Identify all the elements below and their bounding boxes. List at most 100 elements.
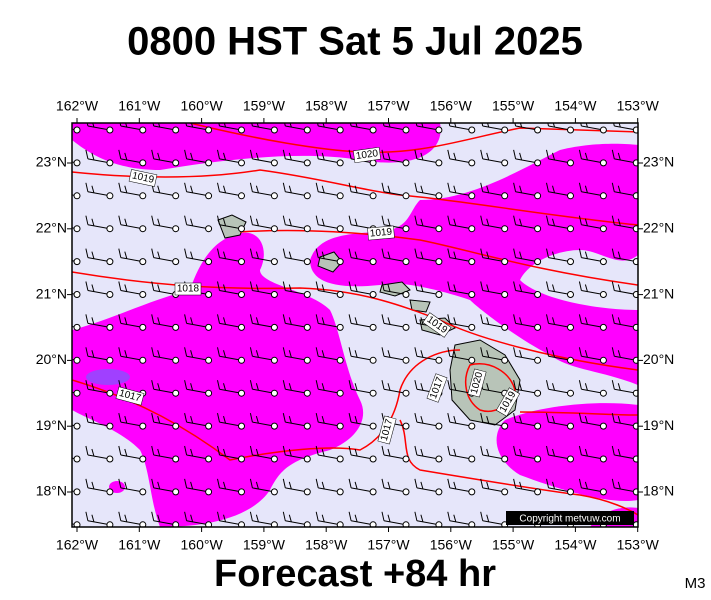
barb-flag [546,380,549,390]
barb-station [336,291,344,298]
barb-station [303,126,311,134]
barb-flag [617,317,621,325]
barb-staff [614,388,637,394]
barb-flag [387,350,391,358]
barb-staff [614,322,637,328]
latitude-label: 22°N [36,220,67,236]
barb-flag [617,448,621,457]
barb-flag [381,380,385,390]
barb-flag [348,445,352,456]
barb-station [205,488,213,496]
barb-station [435,455,443,463]
barb-station [205,159,213,167]
barb-staff [548,191,571,197]
barb-station [599,192,607,200]
isobar-label: 1020 [467,368,487,398]
barb-station [468,159,476,167]
barb-station [303,356,311,364]
barb-station [73,225,81,233]
barb-flag [249,347,253,357]
barb-flag [288,284,292,292]
longitude-label: 160°W [181,537,224,553]
barb-staff [153,355,176,361]
isobar-label: 1018 [174,282,202,296]
isobar-label-box [467,368,487,398]
barb-flag [486,350,490,358]
barb-flag [611,281,615,291]
barb-station [435,356,443,364]
barb-flag [486,383,490,391]
barb-station [501,488,509,496]
barb-station [567,291,574,298]
barb-flag [157,251,161,259]
barb-flag [480,445,484,456]
barb-flag [91,481,95,490]
barb-station [336,225,344,233]
barb-flag [223,251,226,259]
barb-flag [118,215,122,225]
barb-station [501,159,509,167]
barb-flag [118,445,122,456]
barb-staff [219,487,242,493]
barb-staff [581,421,604,427]
barb-staff [186,158,209,164]
barb-staff [72,260,78,263]
barb-staff [581,158,604,164]
barb-station [172,455,180,463]
barb-flag [315,412,319,423]
barb-station [303,455,311,463]
barb-station [238,159,245,167]
barb-flag [317,123,319,127]
barb-station [205,225,213,233]
barb-staff [87,125,110,131]
barb-staff [383,290,407,295]
barb-station [205,323,213,331]
barb-staff [449,224,472,230]
barb-flag [486,448,490,457]
barb-staff [285,355,308,361]
barb-staff [548,388,571,394]
barb-staff [383,224,407,230]
barb-flag [282,478,286,489]
barb-station [501,291,509,298]
barb-flag [486,514,490,522]
barb-station [238,389,245,397]
barb-staff [581,257,604,263]
barb-flag [288,383,292,391]
barb-flag [447,149,451,160]
barb-flag [157,514,161,522]
barb-station [139,422,147,430]
barb-flag [513,347,517,357]
barb-staff [515,454,538,460]
barb-staff [252,355,275,361]
barb-staff [120,158,143,164]
barb-flag [519,448,523,457]
barb-staff [153,388,176,394]
barb-flag [420,415,424,424]
barb-staff [351,355,374,361]
barb-station [172,258,180,266]
barb-station [73,258,81,266]
barb-flag [223,218,226,226]
barb-flag [348,511,352,521]
barb-station [336,192,344,200]
barb-staff [186,224,209,230]
latitude-label: 21°N [36,285,67,301]
barb-flag [157,152,161,161]
barb-flag [190,152,194,161]
barb-staff [548,224,571,230]
barb-staff [548,125,571,131]
barb-flag [217,511,220,521]
barb-staff [548,355,571,361]
barb-staff [581,322,604,328]
barb-flag [519,152,523,161]
barb-flag [184,380,188,390]
barb-staff [285,224,308,230]
barb-flag [519,317,523,325]
copyright-box [506,511,634,525]
barb-station [468,422,476,430]
barb-flag [249,215,253,225]
barb-station [106,291,114,298]
barb-flag [184,511,188,521]
isobar-label-box [115,386,145,406]
